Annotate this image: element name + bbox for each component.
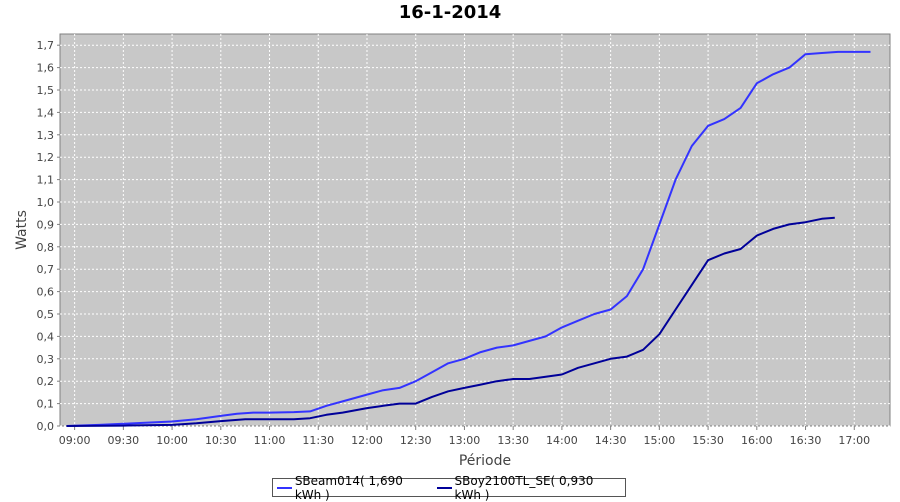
grid-lines <box>60 34 890 427</box>
x-tick-label: 09:30 <box>107 434 139 447</box>
y-tick-label: 0,1 <box>37 398 55 411</box>
series-line-1 <box>66 50 871 427</box>
x-tick-label: 16:00 <box>741 434 773 447</box>
y-tick-label: 1,7 <box>37 39 55 52</box>
x-tick-label: 13:00 <box>449 434 481 447</box>
x-tick-label: 10:30 <box>205 434 237 447</box>
y-tick-label: 1,5 <box>37 84 55 97</box>
legend-item-2: SBoy2100TL_SE( 0,930 kWh ) <box>436 473 619 502</box>
y-tick-label: 0,6 <box>37 286 55 299</box>
x-tick-label: 12:30 <box>400 434 432 447</box>
x-tick-label: 15:00 <box>644 434 676 447</box>
y-tick-label: 0,7 <box>37 263 55 276</box>
x-tick-label: 14:30 <box>595 434 627 447</box>
legend-label: SBeam014( 1,690 kWh ) <box>294 473 403 502</box>
x-tick-label: 16:30 <box>790 434 822 447</box>
plot-area <box>59 33 891 427</box>
legend: SBeam014( 1,690 kWh ) SBoy2100TL_SE( 0,93… <box>272 474 626 502</box>
x-tick-label: 11:00 <box>254 434 286 447</box>
legend-item-1: SBeam014( 1,690 kWh ) <box>277 474 431 502</box>
y-tick-label: 1,0 <box>37 196 55 209</box>
chart-title: 16-1-2014 <box>398 2 502 23</box>
x-tick-label: 13:30 <box>497 434 529 447</box>
legend-label: SBoy2100TL_SE( 0,930 kWh ) <box>454 473 594 502</box>
x-tick-label: 10:00 <box>156 434 188 447</box>
y-tick-label: 1,1 <box>37 174 55 187</box>
y-tick-label: 0,8 <box>37 241 55 254</box>
y-axis-label: Watts <box>14 210 30 250</box>
y-tick-label: 1,3 <box>37 129 55 142</box>
series-line-2 <box>66 216 835 427</box>
y-tick-label: 0,0 <box>37 420 55 433</box>
y-tick-label: 0,3 <box>37 353 55 366</box>
y-tick-label: 0,4 <box>37 330 55 343</box>
x-tick-label: 11:30 <box>302 434 334 447</box>
x-tick-label: 17:00 <box>838 434 870 447</box>
x-axis-label: Période <box>459 453 511 469</box>
y-tick-label: 0,2 <box>37 375 55 388</box>
legend-swatch <box>436 486 452 489</box>
x-tick-label: 15:30 <box>692 434 724 447</box>
y-tick-label: 0,9 <box>37 218 55 231</box>
x-tick-label: 14:00 <box>546 434 578 447</box>
legend-swatch <box>277 486 292 489</box>
y-tick-label: 1,2 <box>37 151 55 164</box>
y-tick-label: 1,4 <box>37 106 55 119</box>
x-tick-label: 09:00 <box>59 434 91 447</box>
series-lines <box>66 50 871 427</box>
x-tick-label: 12:00 <box>351 434 383 447</box>
y-tick-label: 0,5 <box>37 308 55 321</box>
axes: 0,0 0,1 0,2 0,3 0,4 0,5 0,6 0,7 0,8 0,9 1,0 1,1 1,2 1… <box>37 39 871 447</box>
y-tick-label: 1,6 <box>37 62 55 75</box>
